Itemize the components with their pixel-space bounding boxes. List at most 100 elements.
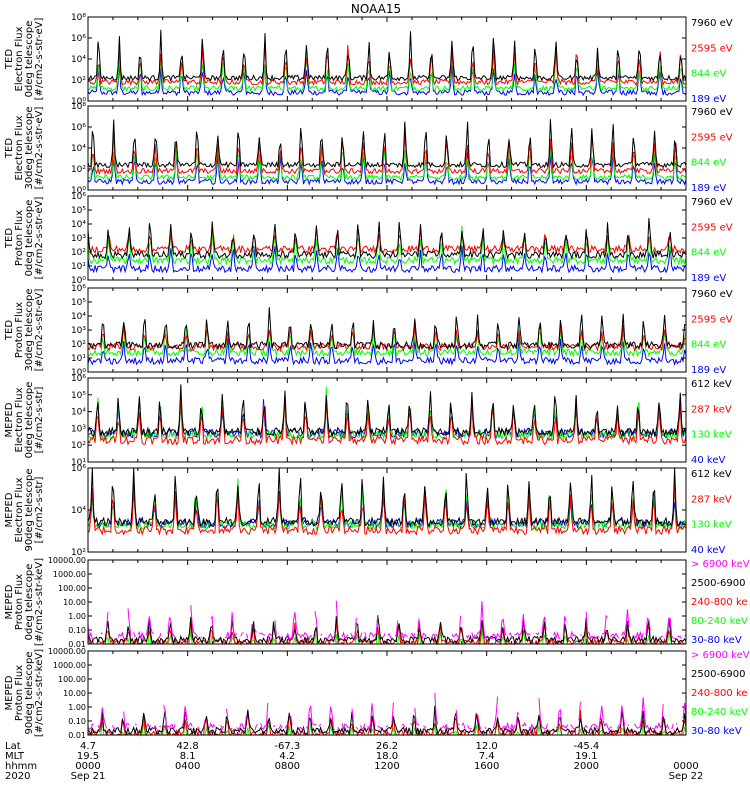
y-tick-label: 10⁶ [71, 284, 86, 294]
legend-entry: 7960 eV [691, 18, 733, 29]
y-axis-label: MEPEDProton Flux90deg telescope[#/cm2-s-… [4, 649, 45, 737]
panels: 10⁰ 10² 10⁴ 10⁶ 10⁸ TEDElectron Flux0deg tele… [4, 13, 750, 740]
mlt-value: 7.4 [479, 751, 495, 762]
legend-entry: 2595 eV [691, 222, 733, 233]
y-tick-label: 10⁰ [71, 276, 86, 286]
hhmm-value: 0000 [673, 761, 698, 772]
legend-entry: 844 eV [691, 248, 726, 259]
series-844-ev [87, 225, 687, 266]
lat-value: 26.2 [376, 741, 398, 752]
legend-entry: 844 eV [691, 158, 726, 169]
date-label: Sep 21 [71, 771, 106, 782]
legend-entry: 612 keV [691, 379, 732, 390]
mlt-value: 19.5 [77, 751, 99, 762]
y-tick-label: 10² [71, 165, 86, 175]
y-axis-label: MEPEDProton Flux0deg telescope[#/cm2-s-s… [4, 558, 45, 646]
series-287-kev [87, 480, 687, 537]
panel-meped-proton-90deg: 0.01 0.10 1.00 10.00 100.00 1000.00 10000.00ME… [4, 647, 750, 740]
footer-row-label: hhmm [5, 761, 37, 772]
panel-meped-electron-90deg: 10² 10⁴ 10⁶ MEPEDElectron Flux90deg telesco… [4, 464, 732, 558]
y-tick-label: 10⁵ [71, 206, 86, 216]
legend-entry: 189 eV [691, 183, 726, 194]
legend-entry: 7960 eV [691, 197, 733, 208]
legend-entry: 612 keV [691, 469, 732, 480]
series-287-kev [87, 393, 687, 447]
y-tick-label: 10⁶ [71, 374, 86, 384]
lat-value: 12.0 [476, 741, 498, 752]
y-tick-label: 10⁰ [71, 97, 86, 107]
lat-value: -67.3 [274, 741, 300, 752]
lat-value: 4.7 [80, 741, 96, 752]
plot-title: NOAA15 [351, 2, 401, 16]
series-7960-ev [87, 218, 687, 260]
legend-entry: 2500-6900 [691, 669, 746, 680]
mlt-value: 18.0 [376, 751, 398, 762]
y-tick-label: 0.10 [68, 626, 86, 635]
legend-entry: 40 keV [691, 545, 725, 556]
panel-ted-electron-30deg: 10⁰ 10² 10⁴ 10⁶ 10⁸ TEDElectron Flux30deg tel… [4, 102, 733, 196]
y-tick-label: 10⁴ [71, 312, 86, 322]
y-tick-label: 10¹ [71, 354, 86, 364]
series-240-800-ke [87, 619, 686, 646]
legend-entry: 2595 eV [691, 314, 733, 325]
y-tick-label: 10³ [71, 234, 86, 244]
legend-entry: 287 keV [691, 404, 732, 415]
y-tick-label: 10⁶ [71, 123, 86, 133]
panel-meped-proton-0deg: 0.01 0.10 1.00 10.00 100.00 1000.00 10000.00ME… [4, 556, 750, 649]
panel-frame [87, 105, 687, 191]
footer-row-label: MLT [5, 751, 25, 762]
panel-meped-electron-0deg: 10¹ 10² 10³ 10⁴ 10⁵ 10⁶ MEPEDElectron Flux0deg… [4, 374, 732, 468]
series-844-ev [87, 145, 687, 182]
y-tick-label: 10⁸ [71, 102, 86, 112]
y-tick-label: 10² [71, 76, 86, 86]
series-189-ev [87, 337, 687, 367]
panel-frame [87, 377, 687, 463]
legend-entry: 189 eV [691, 365, 726, 376]
legend-entry: 2595 eV [691, 43, 733, 54]
y-tick-label: 10² [71, 441, 86, 451]
series-7960-ev [87, 119, 687, 170]
y-tick-label: 10⁶ [71, 34, 86, 44]
y-tick-label: 0.01 [68, 731, 86, 740]
series-2595-ev [87, 226, 687, 255]
y-tick-label: 10¹ [71, 458, 86, 468]
y-tick-label: 10⁵ [71, 298, 86, 308]
legend-entry: 80-240 keV [691, 616, 748, 627]
y-axis-label: TEDProton Flux30deg telescope[#/cm2-s-st… [4, 288, 45, 371]
y-tick-label: 100.00 [58, 584, 86, 593]
hhmm-value: 0400 [175, 761, 200, 772]
panel-ted-proton-0deg: 10⁰ 10¹ 10² 10³ 10⁴ 10⁵ 10⁶ TEDProton Flux0deg … [4, 192, 733, 286]
series-189-ev [87, 245, 687, 275]
panel-frame [87, 195, 687, 281]
panel-ted-proton-30deg: 10⁰ 10¹ 10² 10³ 10⁴ 10⁵ 10⁶ TEDProton Flux30deg… [4, 284, 733, 378]
y-tick-label: 10² [71, 340, 86, 350]
hhmm-value: 0800 [275, 761, 300, 772]
series-844-ev [87, 324, 687, 358]
panel-frame [87, 16, 687, 102]
y-tick-label: 10.00 [63, 689, 86, 698]
y-tick-label: 1.00 [68, 612, 86, 621]
y-tick-label: 10⁵ [71, 391, 86, 401]
hhmm-value: 1200 [374, 761, 399, 772]
panel-frame [87, 559, 687, 645]
legend-entry: 2595 eV [691, 132, 733, 143]
hhmm-value: 0000 [75, 761, 100, 772]
mlt-value: 19.1 [575, 751, 597, 762]
lat-value: 42.8 [177, 741, 199, 752]
series-844-ev [87, 51, 687, 93]
series--6900-kev [87, 600, 687, 641]
y-axis-label: TEDProton Flux0deg telescope[#/cm2-s-str… [4, 197, 45, 280]
hhmm-value: 2000 [574, 761, 599, 772]
legend-entry: 287 keV [691, 494, 732, 505]
y-tick-label: 0.10 [68, 717, 86, 726]
series-2595-ev [87, 131, 687, 176]
y-tick-label: 10⁴ [71, 55, 86, 65]
footer-row-label: Lat [5, 741, 21, 752]
legend-entry: 189 eV [691, 94, 726, 105]
y-tick-label: 10⁰ [71, 186, 86, 196]
y-tick-label: 10³ [71, 424, 86, 434]
legend-entry: 30-80 keV [691, 635, 742, 646]
y-tick-label: 1000.00 [53, 661, 86, 670]
series-189-ev [87, 63, 687, 97]
